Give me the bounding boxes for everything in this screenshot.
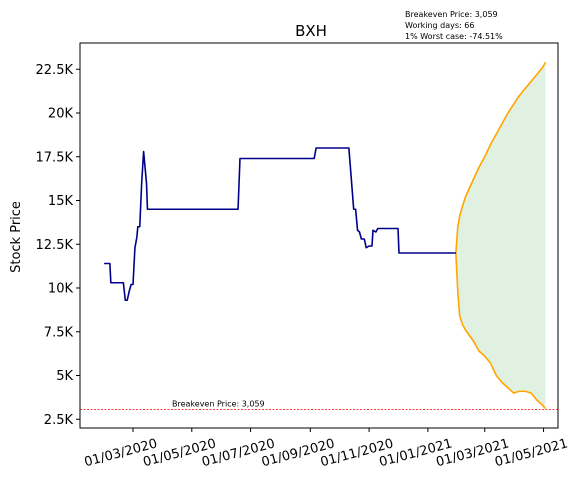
- projection-band: [455, 62, 546, 409]
- breakeven-label: Breakeven Price: 3,059: [172, 399, 265, 408]
- plot-frame: [79, 42, 559, 429]
- y-tick-label: 10K: [48, 282, 74, 297]
- annotation-box: Breakeven Price: 3,059 Working days: 66 …: [405, 10, 503, 41]
- y-tick-label: 17.5K: [36, 150, 74, 165]
- chart-title: BXH: [295, 22, 327, 40]
- y-tick-label: 5K: [56, 369, 73, 384]
- y-tick-label: 15K: [48, 194, 74, 209]
- annotation-worst-case: 1% Worst case: -74.51%: [405, 32, 503, 41]
- annotation-breakeven: Breakeven Price: 3,059: [405, 10, 498, 19]
- annotation-working-days: Working days: 66: [405, 21, 474, 30]
- upper-bound-line: [455, 61, 547, 254]
- y-axis: 2.5K 5K 7.5K 10K 12.5K 15K 17.5K 20K 22.5K: [36, 63, 80, 428]
- y-tick-label: 7.5K: [44, 325, 74, 340]
- lower-bound-line: [455, 252, 547, 410]
- plot-area: Breakeven Price: 3,059: [79, 42, 559, 429]
- y-tick-label: 20K: [48, 107, 74, 122]
- y-tick-label: 2.5K: [44, 413, 74, 428]
- history-line: [104, 147, 456, 302]
- y-axis-label: Stock Price: [9, 201, 24, 273]
- y-tick-label: 22.5K: [36, 63, 74, 78]
- y-tick-label: 12.5K: [36, 238, 74, 253]
